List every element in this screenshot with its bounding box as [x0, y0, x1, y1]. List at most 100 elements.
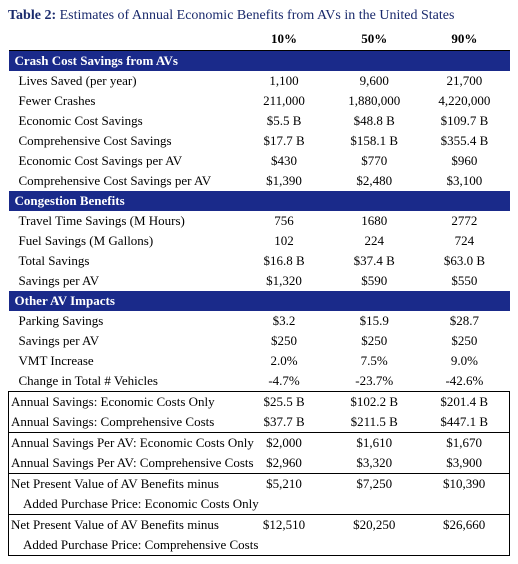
cell-val: $5.5 B: [239, 111, 329, 131]
cell-val: $37.4 B: [329, 251, 419, 271]
row-npv-econ-2: Added Purchase Price: Economic Costs Onl…: [9, 494, 510, 515]
cell-label: Economic Cost Savings per AV: [9, 151, 239, 171]
cell-val: 756: [239, 211, 329, 231]
cell-label: Total Savings: [9, 251, 239, 271]
header-row: 10% 50% 90%: [9, 28, 510, 51]
row-lives: Lives Saved (per year) 1,100 9,600 21,70…: [9, 71, 510, 91]
row-travel: Travel Time Savings (M Hours) 756 1680 2…: [9, 211, 510, 231]
cell-val: $1,320: [239, 271, 329, 291]
row-econ: Economic Cost Savings $5.5 B $48.8 B $10…: [9, 111, 510, 131]
row-vmt: VMT Increase 2.0% 7.5% 9.0%: [9, 351, 510, 371]
row-sav-av: Savings per AV $1,320 $590 $550: [9, 271, 510, 291]
cell-label: Added Purchase Price: Comprehensive Cost…: [9, 535, 239, 556]
cell-label: Annual Savings Per AV: Economic Costs On…: [9, 433, 239, 454]
cell-val: $250: [239, 331, 329, 351]
row-ann-econ: Annual Savings: Economic Costs Only $25.…: [9, 392, 510, 413]
cell-val: $2,480: [329, 171, 419, 191]
row-econ-av: Economic Cost Savings per AV $430 $770 $…: [9, 151, 510, 171]
cell-val: 9,600: [329, 71, 419, 91]
cell-label: Change in Total # Vehicles: [9, 371, 239, 392]
cell-blank: [419, 535, 509, 556]
cell-val: 1,880,000: [329, 91, 419, 111]
col-90: 90%: [419, 28, 509, 51]
cell-blank: [419, 494, 509, 515]
cell-val: $1,610: [329, 433, 419, 454]
cell-label: Net Present Value of AV Benefits minus: [9, 515, 239, 536]
cell-label: Travel Time Savings (M Hours): [9, 211, 239, 231]
cell-val: $590: [329, 271, 419, 291]
row-psav-av: Savings per AV $250 $250 $250: [9, 331, 510, 351]
cell-label: Annual Savings Per AV: Comprehensive Cos…: [9, 453, 239, 474]
cell-val: 9.0%: [419, 351, 509, 371]
cell-label: Savings per AV: [9, 271, 239, 291]
cell-val: $770: [329, 151, 419, 171]
cell-val: 2772: [419, 211, 509, 231]
row-crashes: Fewer Crashes 211,000 1,880,000 4,220,00…: [9, 91, 510, 111]
cell-val: $430: [239, 151, 329, 171]
cell-val: $102.2 B: [329, 392, 419, 413]
row-npv-comp-1: Net Present Value of AV Benefits minus $…: [9, 515, 510, 536]
row-total: Total Savings $16.8 B $37.4 B $63.0 B: [9, 251, 510, 271]
row-comp-av: Comprehensive Cost Savings per AV $1,390…: [9, 171, 510, 191]
title-bold: Table 2:: [8, 8, 56, 23]
cell-val: -42.6%: [419, 371, 509, 392]
cell-val: $3,100: [419, 171, 509, 191]
cell-val: -23.7%: [329, 371, 419, 392]
cell-val: $447.1 B: [419, 412, 509, 433]
cell-val: $37.7 B: [239, 412, 329, 433]
cell-val: $550: [419, 271, 509, 291]
cell-val: $355.4 B: [419, 131, 509, 151]
cell-label: Net Present Value of AV Benefits minus: [9, 474, 239, 495]
cell-val: 2.0%: [239, 351, 329, 371]
cell-label: Savings per AV: [9, 331, 239, 351]
cell-val: $250: [419, 331, 509, 351]
cell-val: $211.5 B: [329, 412, 419, 433]
cell-val: 224: [329, 231, 419, 251]
col-10: 10%: [239, 28, 329, 51]
cell-val: $48.8 B: [329, 111, 419, 131]
row-npv-comp-2: Added Purchase Price: Comprehensive Cost…: [9, 535, 510, 556]
section-congestion: Congestion Benefits: [9, 191, 510, 211]
col-50: 50%: [329, 28, 419, 51]
cell-val: 724: [419, 231, 509, 251]
cell-blank: [329, 494, 419, 515]
cell-val: $16.8 B: [239, 251, 329, 271]
cell-val: $25.5 B: [239, 392, 329, 413]
row-fuel: Fuel Savings (M Gallons) 102 224 724: [9, 231, 510, 251]
row-annav-econ: Annual Savings Per AV: Economic Costs On…: [9, 433, 510, 454]
section-crash-label: Crash Cost Savings from AVs: [9, 51, 510, 72]
cell-val: $960: [419, 151, 509, 171]
cell-label: Comprehensive Cost Savings: [9, 131, 239, 151]
cell-val: $63.0 B: [419, 251, 509, 271]
cell-val: 7.5%: [329, 351, 419, 371]
cell-val: $201.4 B: [419, 392, 509, 413]
cell-val: 4,220,000: [419, 91, 509, 111]
cell-label: Annual Savings: Comprehensive Costs: [9, 412, 239, 433]
cell-val: $158.1 B: [329, 131, 419, 151]
cell-val: $20,250: [329, 515, 419, 536]
cell-val: $1,670: [419, 433, 509, 454]
cell-val: $17.7 B: [239, 131, 329, 151]
cell-val: $3,900: [419, 453, 509, 474]
section-congestion-label: Congestion Benefits: [9, 191, 510, 211]
cell-val: $12,510: [239, 515, 329, 536]
cell-label: Added Purchase Price: Economic Costs Onl…: [9, 494, 239, 515]
cell-val: 102: [239, 231, 329, 251]
cell-val: $28.7: [419, 311, 509, 331]
cell-val: 1680: [329, 211, 419, 231]
cell-blank: [329, 535, 419, 556]
cell-val: $15.9: [329, 311, 419, 331]
cell-val: $7,250: [329, 474, 419, 495]
cell-label: Economic Cost Savings: [9, 111, 239, 131]
cell-val: $5,210: [239, 474, 329, 495]
cell-val: $3.2: [239, 311, 329, 331]
section-crash: Crash Cost Savings from AVs: [9, 51, 510, 72]
cell-val: $250: [329, 331, 419, 351]
row-npv-econ-1: Net Present Value of AV Benefits minus $…: [9, 474, 510, 495]
cell-val: $1,390: [239, 171, 329, 191]
cell-val: 1,100: [239, 71, 329, 91]
cell-val: $10,390: [419, 474, 509, 495]
cell-label: Parking Savings: [9, 311, 239, 331]
cell-label: Fewer Crashes: [9, 91, 239, 111]
cell-val: 21,700: [419, 71, 509, 91]
